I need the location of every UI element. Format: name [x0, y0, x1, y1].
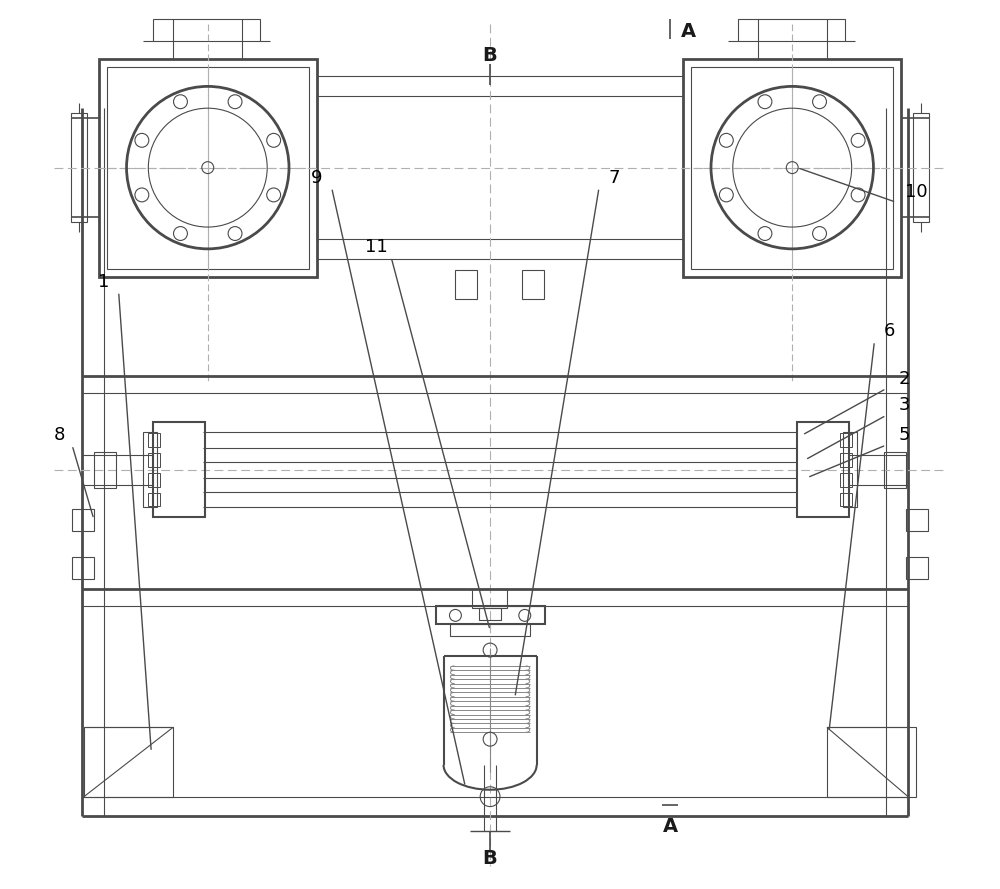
- Bar: [436, 606, 545, 624]
- Bar: [906, 557, 928, 579]
- Bar: [522, 269, 544, 300]
- Bar: [691, 67, 893, 268]
- Text: A: A: [663, 817, 678, 836]
- Text: 6: 6: [884, 322, 895, 340]
- Bar: [450, 624, 530, 637]
- Bar: [94, 452, 116, 487]
- Text: A: A: [681, 22, 696, 42]
- Bar: [840, 453, 852, 467]
- Bar: [72, 509, 94, 532]
- Text: 7: 7: [608, 169, 620, 187]
- Bar: [906, 509, 928, 532]
- Bar: [884, 452, 906, 487]
- Bar: [840, 493, 852, 507]
- Bar: [843, 432, 857, 508]
- Bar: [143, 432, 157, 508]
- Bar: [148, 453, 160, 467]
- Bar: [683, 59, 901, 276]
- Bar: [840, 433, 852, 447]
- Text: 9: 9: [311, 169, 322, 187]
- Bar: [153, 422, 205, 517]
- Bar: [153, 19, 260, 41]
- Text: 11: 11: [365, 238, 388, 256]
- Bar: [148, 493, 160, 507]
- Text: B: B: [483, 849, 497, 868]
- Bar: [71, 113, 87, 222]
- Bar: [107, 67, 309, 268]
- Text: 1: 1: [98, 273, 109, 291]
- Text: B: B: [483, 46, 497, 65]
- Bar: [84, 727, 173, 797]
- Bar: [148, 433, 160, 447]
- Bar: [148, 473, 160, 486]
- Text: 5: 5: [898, 426, 910, 444]
- Bar: [797, 422, 849, 517]
- Bar: [472, 589, 507, 608]
- Bar: [72, 557, 94, 579]
- Bar: [840, 473, 852, 486]
- Text: 3: 3: [898, 396, 910, 414]
- Text: 2: 2: [898, 370, 910, 388]
- Bar: [455, 269, 477, 300]
- Bar: [738, 19, 845, 41]
- Bar: [913, 113, 929, 222]
- Text: 8: 8: [53, 426, 65, 444]
- Bar: [479, 608, 501, 621]
- Bar: [827, 727, 916, 797]
- Text: 10: 10: [905, 183, 927, 202]
- Bar: [99, 59, 317, 276]
